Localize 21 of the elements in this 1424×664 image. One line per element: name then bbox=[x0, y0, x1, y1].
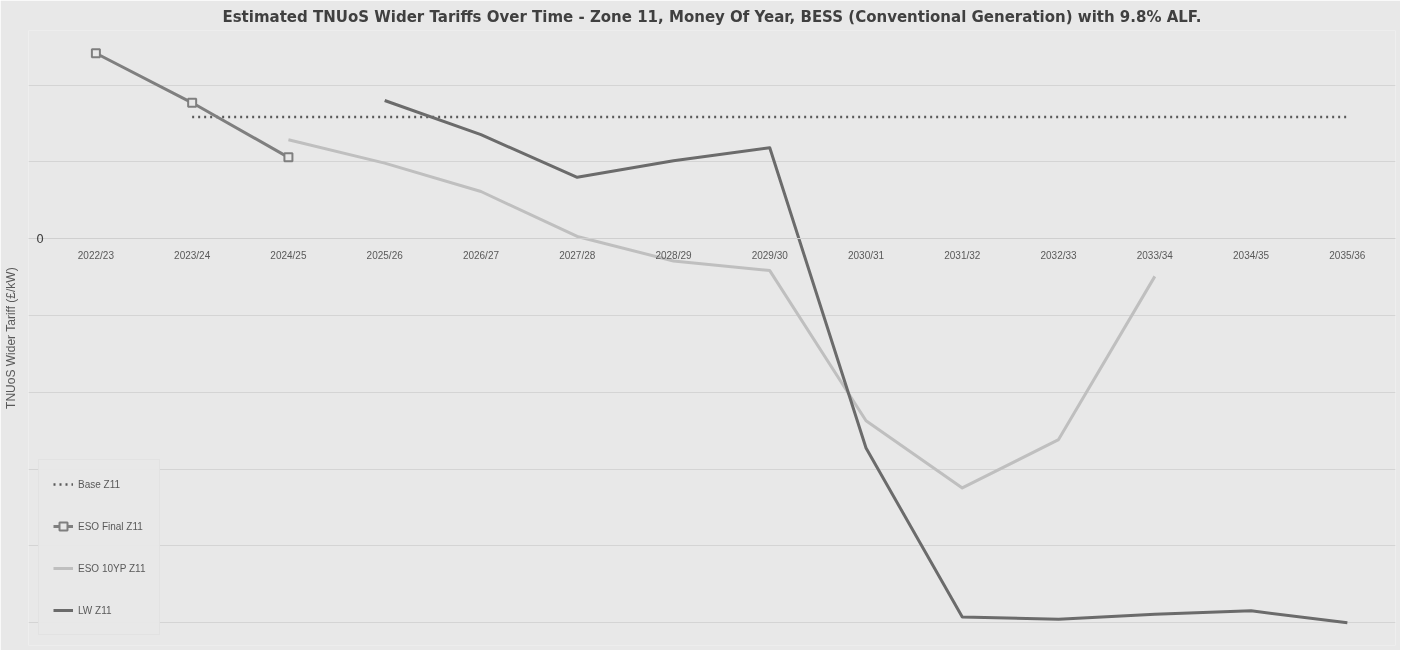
legend-label: Base Z11 bbox=[78, 478, 121, 490]
x-tick-label: 2023/24 bbox=[174, 249, 211, 261]
x-tick-label: 2026/27 bbox=[462, 249, 500, 261]
annotation: 0 bbox=[36, 232, 44, 247]
x-tick-label: 2031/32 bbox=[944, 249, 981, 261]
legend-label: ESO 10YP Z11 bbox=[78, 562, 146, 574]
x-tick-label: 2034/35 bbox=[1233, 249, 1270, 261]
x-tick-label: 2024/25 bbox=[270, 249, 307, 261]
x-tick-label: 2025/26 bbox=[366, 249, 404, 261]
x-tick-label: 2033/34 bbox=[1136, 249, 1174, 261]
x-tick-label: 2027/28 bbox=[559, 249, 596, 261]
x-tick-label: 2032/33 bbox=[1040, 249, 1078, 261]
x-tick-label: 2028/29 bbox=[655, 249, 693, 261]
legend-label: ESO Final Z11 bbox=[78, 520, 143, 532]
x-tick-label: 2035/36 bbox=[1329, 249, 1366, 261]
y-axis-title: TNUoS Wider Tariff (£/kW) bbox=[3, 267, 18, 409]
x-tick-label: 2022/23 bbox=[77, 249, 115, 261]
x-tick-label: 2030/31 bbox=[847, 249, 885, 261]
chart-title: Estimated TNUoS Wider Tariffs Over Time - Zone 11, Money Of Year, BESS (Conventional Generation) with 9.8% ALF. bbox=[222, 7, 1202, 26]
x-tick-label: 2029/30 bbox=[751, 249, 789, 261]
legend-label: LW Z11 bbox=[78, 604, 112, 616]
